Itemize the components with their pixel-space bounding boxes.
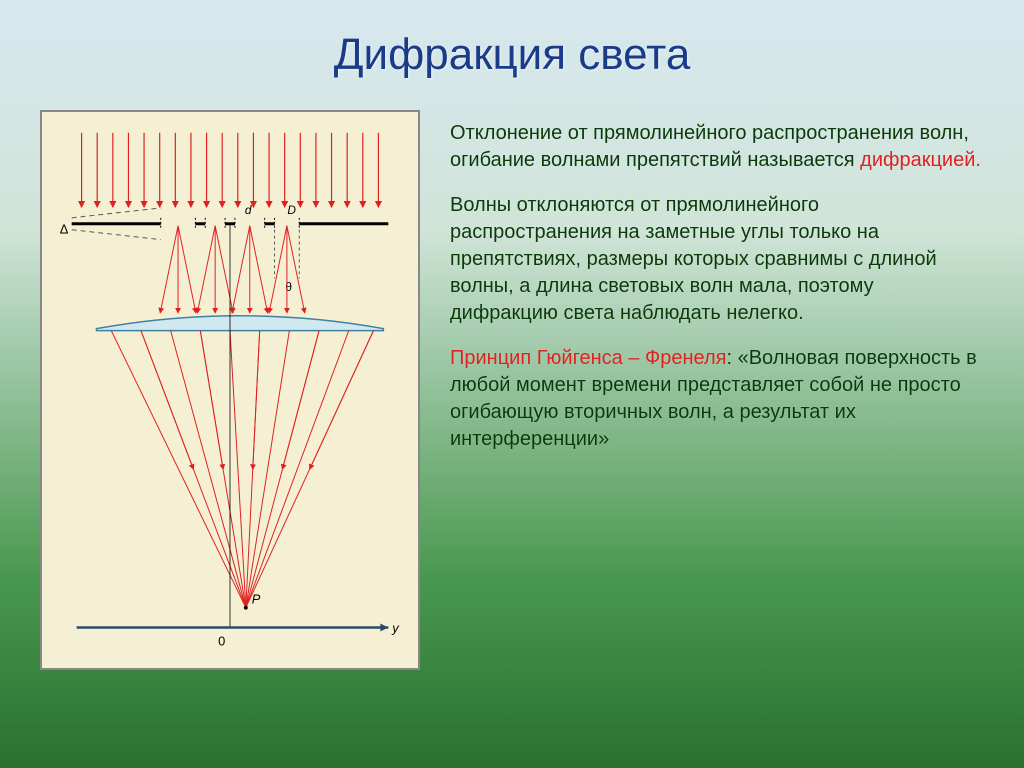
svg-text:Δ: Δ <box>60 222 69 237</box>
svg-text:D: D <box>287 203 296 217</box>
slide-title: Дифракция света <box>40 30 984 80</box>
svg-text:y: y <box>391 620 400 635</box>
text-column: Отклонение от прямолинейного распростран… <box>450 110 984 670</box>
svg-text:P: P <box>252 592 261 607</box>
paragraph-explanation: Волны отклоняются от прямолинейного расп… <box>450 192 984 327</box>
svg-text:d: d <box>245 203 252 217</box>
paragraph-definition: Отклонение от прямолинейного распростран… <box>450 120 984 174</box>
svg-text:0: 0 <box>218 633 225 648</box>
diffraction-diagram: dDΔθy0P <box>40 110 420 670</box>
term-diffraction: дифракцией. <box>860 149 981 171</box>
term-huygens-fresnel: Принцип Гюйгенса – Френеля <box>450 347 726 369</box>
paragraph-principle: Принцип Гюйгенса – Френеля: «Волновая по… <box>450 345 984 453</box>
